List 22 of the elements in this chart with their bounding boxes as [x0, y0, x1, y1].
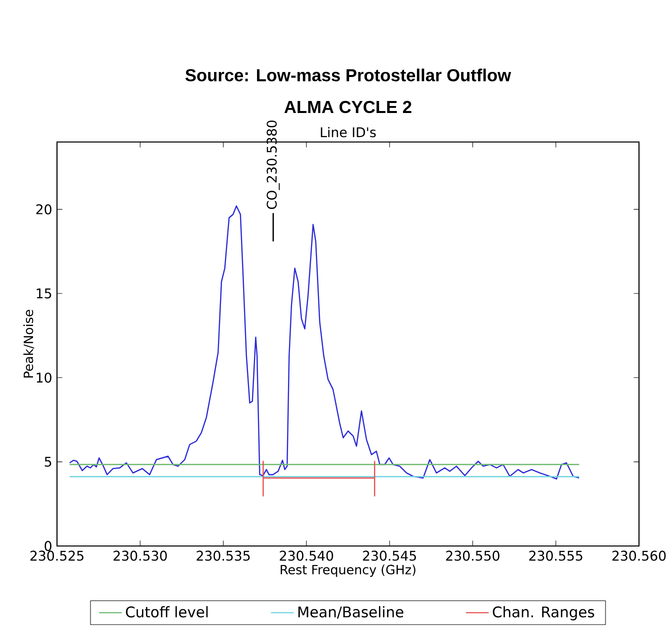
- x-tick-label: 230.555: [529, 550, 582, 561]
- annotation: CO_230.5380: [266, 120, 280, 210]
- x-tick-label: 230.535: [196, 550, 250, 561]
- x-tick-label: 230.525: [30, 550, 84, 561]
- x-axis-title: Rest Frequency (GHz): [280, 564, 416, 577]
- y-tick-label: 15: [36, 288, 52, 298]
- x-tick-label: 230.540: [280, 550, 334, 561]
- y-axis-title: Peak/Noise: [23, 310, 34, 378]
- legend-label: Chan. Ranges: [492, 606, 594, 620]
- y-tick-label: 0: [44, 540, 52, 552]
- legend-label: Mean/Baseline: [298, 606, 404, 619]
- chart-subtitle: ALMA CYCLE 2: [284, 100, 412, 114]
- y-tick-label: 5: [44, 456, 52, 467]
- x-tick-label: 230.560: [612, 550, 666, 561]
- legend-label: Cutoff level: [126, 606, 208, 618]
- chart-title: Source: Low-mass Protostellar Outflow: [185, 68, 512, 82]
- y-tick-label: 10: [36, 372, 52, 383]
- x-tick-label: 230.530: [114, 550, 167, 561]
- x-tick-label: 230.545: [362, 550, 416, 561]
- y-tick-label: 20: [36, 204, 52, 214]
- x-tick-label: 230.550: [446, 550, 500, 561]
- text: Line ID's: [320, 126, 376, 138]
